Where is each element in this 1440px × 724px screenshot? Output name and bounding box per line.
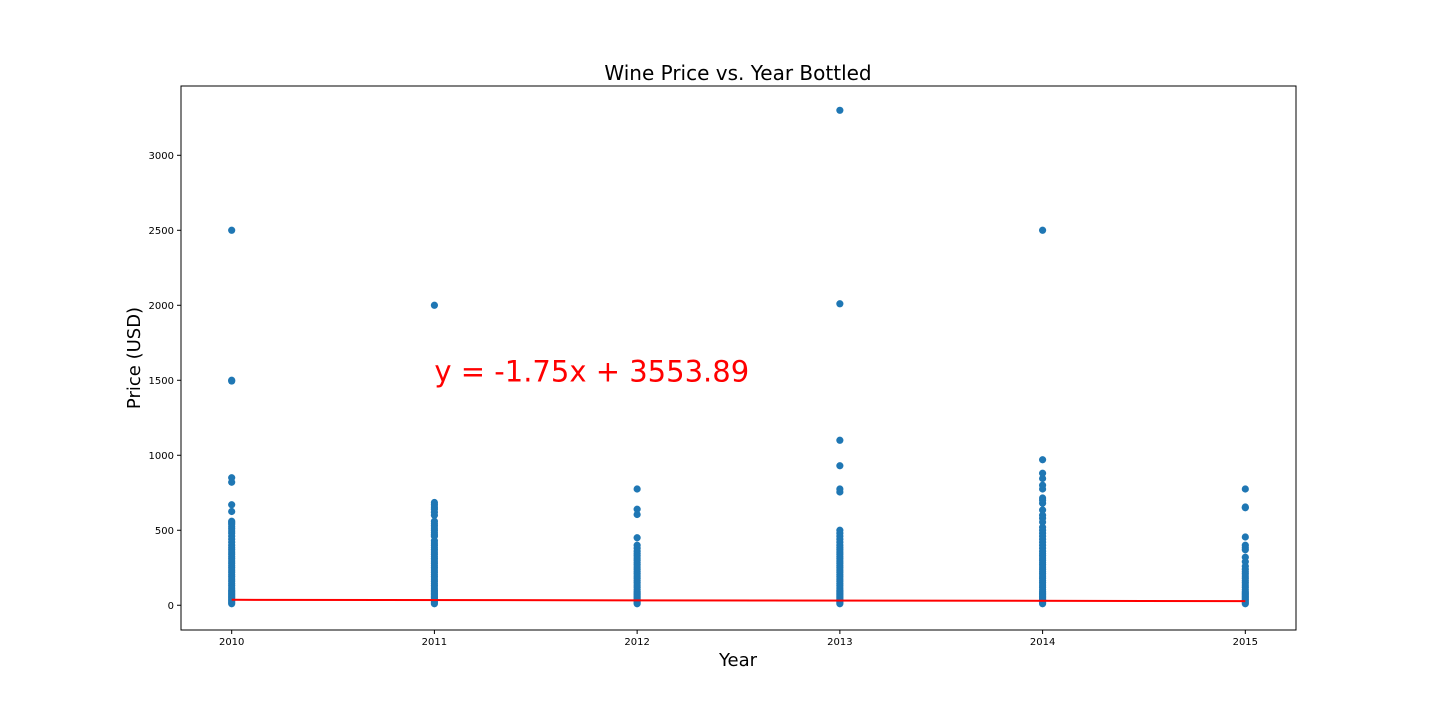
- data-point: [836, 106, 844, 114]
- plot-area-frame: [180, 85, 1297, 631]
- y-axis-label: Price (USD): [124, 307, 145, 409]
- data-point: [633, 505, 641, 513]
- data-point: [1038, 600, 1047, 608]
- regression-equation-annotation: y = -1.75x + 3553.89: [434, 354, 749, 388]
- data-point: [836, 600, 844, 608]
- x-tick-label: 2015: [1233, 637, 1258, 648]
- y-tick-label: 0: [168, 601, 174, 612]
- data-point: [1241, 504, 1249, 512]
- data-point: [633, 534, 641, 542]
- data-point: [836, 300, 844, 308]
- data-point: [836, 462, 844, 470]
- x-tick-label: 2011: [422, 637, 447, 648]
- x-tick-label: 2013: [827, 637, 852, 648]
- data-point: [836, 436, 844, 444]
- data-point: [1038, 499, 1047, 507]
- data-point: [1038, 474, 1047, 483]
- y-tick-label: 3000: [149, 151, 174, 162]
- data-point: [228, 507, 236, 516]
- regression-line-layer: [231, 598, 1246, 603]
- y-tick-label: 500: [155, 526, 174, 537]
- x-tick-label: 2012: [624, 637, 649, 648]
- y-tick-label: 1500: [149, 376, 174, 387]
- data-point: [430, 600, 439, 608]
- data-point: [1241, 546, 1249, 554]
- data-point: [228, 600, 236, 608]
- data-point: [1038, 226, 1047, 234]
- data-point: [1038, 456, 1047, 464]
- data-point: [1241, 533, 1249, 541]
- y-tick-label: 2000: [149, 301, 174, 312]
- regression-line: [231, 598, 1246, 603]
- data-point: [633, 485, 641, 493]
- chart-title: Wine Price vs. Year Bottled: [604, 61, 871, 85]
- data-point: [228, 501, 236, 509]
- scatter-points: [228, 106, 1249, 608]
- x-tick-label: 2010: [219, 637, 244, 648]
- data-point: [430, 301, 439, 309]
- data-point: [1038, 506, 1047, 514]
- data-point: [430, 511, 439, 519]
- data-point: [633, 510, 641, 519]
- data-point: [1038, 518, 1047, 526]
- data-point: [633, 600, 641, 608]
- data-point: [228, 478, 236, 486]
- x-axis-label: Year: [718, 650, 758, 671]
- x-tick-label: 2014: [1030, 637, 1055, 648]
- data-point: [1038, 485, 1047, 493]
- data-point: [228, 377, 236, 385]
- axis-ticks: 2010 2011 2012 2013 2014 2015 0 500 1000 1500 2000…: [149, 151, 1258, 648]
- data-point: [1038, 469, 1047, 477]
- y-tick-label: 2500: [149, 226, 174, 237]
- y-tick-label: 1000: [149, 451, 174, 462]
- data-point: [228, 226, 236, 234]
- data-point: [1241, 485, 1249, 493]
- data-point: [836, 488, 844, 496]
